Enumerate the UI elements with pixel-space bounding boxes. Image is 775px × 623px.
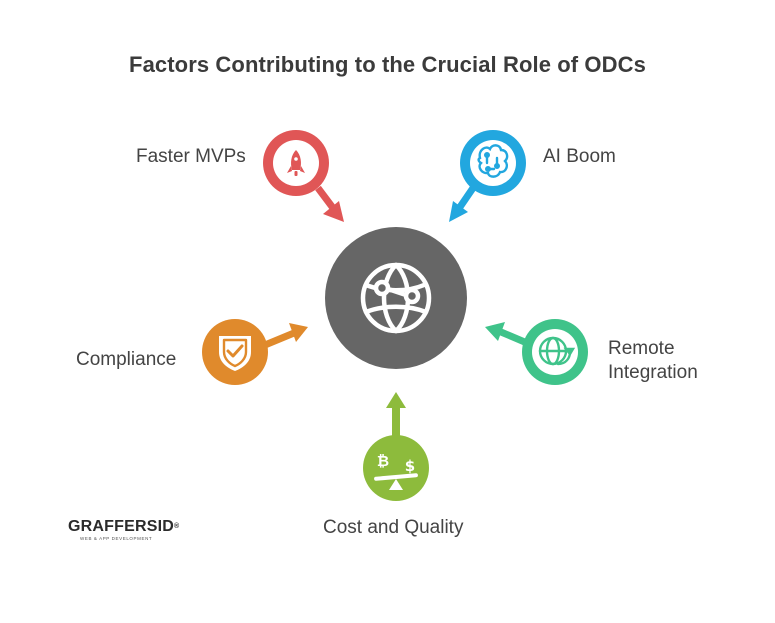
factor-remote-integration bbox=[522, 319, 588, 385]
arrow-cost-quality bbox=[386, 392, 406, 436]
shield-check-icon bbox=[219, 336, 251, 371]
label-faster-mvps: Faster MVPs bbox=[136, 146, 246, 167]
label-compliance: Compliance bbox=[76, 349, 177, 370]
globe-network-icon bbox=[360, 262, 432, 334]
rocket-icon bbox=[287, 150, 305, 176]
svg-text:$: $ bbox=[405, 457, 415, 475]
arrow-ai-boom bbox=[449, 186, 476, 222]
factor-faster-mvps bbox=[263, 130, 329, 196]
label-cost-quality: Cost and Quality bbox=[323, 517, 464, 538]
factor-cost-quality: ₿ $ bbox=[363, 435, 429, 501]
graffersid-logo: GRAFFERSID® WEB & APP DEVELOPMENT bbox=[68, 518, 180, 548]
globe-refresh-icon bbox=[538, 336, 576, 366]
central-hub bbox=[325, 227, 467, 369]
label-remote-integration-line1: Remote bbox=[608, 338, 675, 359]
arrow-remote-integration bbox=[485, 322, 529, 347]
currency-balance-icon: ₿ $ bbox=[374, 452, 418, 490]
label-remote-integration: Remote Integration bbox=[608, 337, 698, 385]
label-remote-integration-line2: Integration bbox=[608, 362, 698, 383]
diagram-title: Factors Contributing to the Crucial Role… bbox=[129, 52, 646, 77]
label-ai-boom: AI Boom bbox=[543, 146, 616, 167]
arrow-faster-mvps bbox=[315, 185, 344, 222]
logo-tagline: WEB & APP DEVELOPMENT bbox=[80, 536, 153, 541]
logo-wordmark: GRAFFERSID® bbox=[68, 518, 180, 535]
hub-circle bbox=[325, 227, 467, 369]
cost-quality-circle bbox=[363, 435, 429, 501]
arrow-compliance bbox=[263, 323, 308, 349]
brain-circuit-icon bbox=[477, 144, 509, 178]
factor-ai-boom bbox=[460, 130, 526, 196]
svg-text:₿: ₿ bbox=[377, 452, 389, 470]
factor-compliance bbox=[202, 319, 268, 385]
